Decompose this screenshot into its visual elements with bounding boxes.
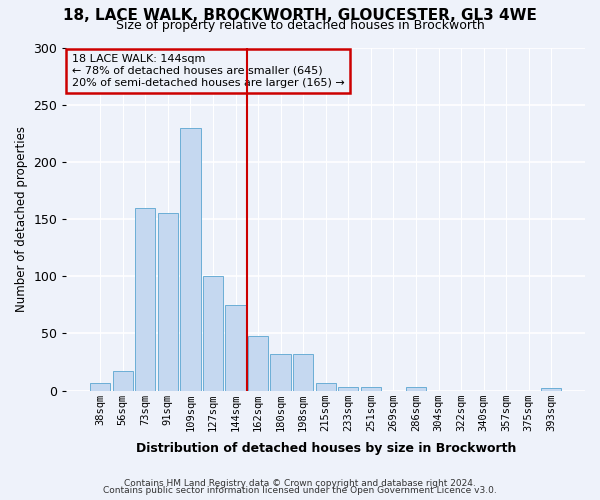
Bar bbox=[316, 382, 336, 390]
Bar bbox=[180, 128, 200, 390]
Bar bbox=[90, 382, 110, 390]
Text: 18 LACE WALK: 144sqm
← 78% of detached houses are smaller (645)
20% of semi-deta: 18 LACE WALK: 144sqm ← 78% of detached h… bbox=[71, 54, 344, 88]
Text: 18, LACE WALK, BROCKWORTH, GLOUCESTER, GL3 4WE: 18, LACE WALK, BROCKWORTH, GLOUCESTER, G… bbox=[63, 8, 537, 24]
Bar bbox=[135, 208, 155, 390]
Bar bbox=[541, 388, 562, 390]
X-axis label: Distribution of detached houses by size in Brockworth: Distribution of detached houses by size … bbox=[136, 442, 516, 455]
Bar bbox=[158, 214, 178, 390]
Bar bbox=[293, 354, 313, 391]
Bar bbox=[271, 354, 291, 391]
Bar bbox=[226, 305, 245, 390]
Bar bbox=[248, 336, 268, 390]
Text: Contains public sector information licensed under the Open Government Licence v3: Contains public sector information licen… bbox=[103, 486, 497, 495]
Y-axis label: Number of detached properties: Number of detached properties bbox=[15, 126, 28, 312]
Bar bbox=[203, 276, 223, 390]
Bar bbox=[406, 387, 426, 390]
Bar bbox=[113, 371, 133, 390]
Bar bbox=[338, 387, 358, 390]
Text: Contains HM Land Registry data © Crown copyright and database right 2024.: Contains HM Land Registry data © Crown c… bbox=[124, 478, 476, 488]
Text: Size of property relative to detached houses in Brockworth: Size of property relative to detached ho… bbox=[116, 19, 484, 32]
Bar bbox=[361, 387, 381, 390]
